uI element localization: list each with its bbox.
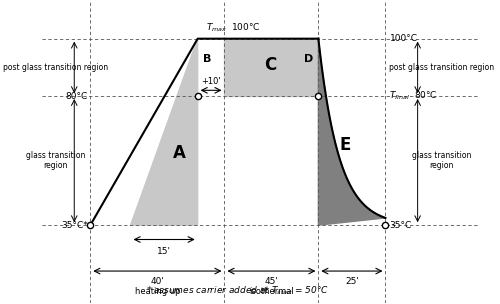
Text: post glass transition region: post glass transition region <box>3 63 108 72</box>
Text: +10': +10' <box>202 77 221 86</box>
Text: E: E <box>340 136 351 154</box>
Text: 25': 25' <box>345 277 359 286</box>
Text: 45': 45' <box>264 277 278 286</box>
Text: glass transition
region: glass transition region <box>412 151 472 170</box>
Text: 40': 40' <box>150 277 164 286</box>
Text: heating up: heating up <box>134 287 180 296</box>
Polygon shape <box>130 39 198 225</box>
Text: C: C <box>264 56 276 74</box>
Text: 100°C: 100°C <box>390 34 417 43</box>
Text: D: D <box>304 54 313 64</box>
Text: B: B <box>203 54 211 64</box>
Text: A: A <box>172 144 186 162</box>
Text: 80°C: 80°C <box>66 92 88 101</box>
Text: $T_{max}$  100°C: $T_{max}$ 100°C <box>206 22 260 34</box>
Text: $T_{final}$  80°C: $T_{final}$ 80°C <box>390 90 438 102</box>
Text: isothermal: isothermal <box>249 287 294 296</box>
Text: 35°C: 35°C <box>390 221 411 230</box>
Polygon shape <box>318 39 386 225</box>
Text: glass transition
region: glass transition region <box>26 151 85 170</box>
Text: 15': 15' <box>157 247 171 256</box>
Text: * assumes carrier added at $T_{start}$ = 50°C: * assumes carrier added at $T_{start}$ =… <box>146 284 330 297</box>
Text: post glass transition region: post glass transition region <box>389 63 494 72</box>
Polygon shape <box>224 39 318 96</box>
Text: 35°C*: 35°C* <box>61 221 88 230</box>
